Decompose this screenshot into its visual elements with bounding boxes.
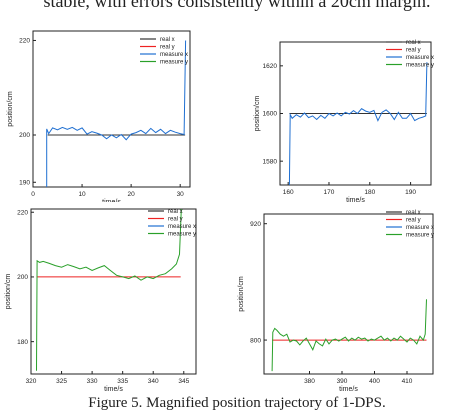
- x-tick-label: 340: [148, 378, 159, 385]
- y-tick-label: 200: [17, 274, 28, 281]
- y-axis-label: position/cm: [254, 96, 261, 132]
- legend-label: measure x: [168, 224, 196, 230]
- plot-frame: [263, 213, 434, 375]
- series-line-measure-x: [46, 40, 187, 187]
- chart-1: 0 10 20 30 190 200 220 time/s position/cm real x r…: [7, 30, 191, 202]
- legend-label: measure x: [406, 55, 434, 61]
- legend-label: real y: [406, 218, 421, 224]
- y-axis-label: position/cm: [238, 276, 245, 312]
- x-tick-label: 10: [78, 191, 86, 198]
- legend-label: real y: [406, 48, 421, 54]
- legend-label: measure y: [406, 63, 434, 69]
- chart-4: 380 390 400 410 800 920 time/s position/cm real …: [238, 210, 434, 393]
- legend-label: measure x: [160, 52, 188, 58]
- y-axis-label: position/cm: [5, 274, 12, 310]
- x-tick-label: 320: [26, 378, 37, 385]
- legend-label: real x: [406, 210, 421, 216]
- x-tick-label: 390: [337, 378, 348, 385]
- plot-frame: [30, 208, 197, 375]
- series-line-measure-y: [36, 208, 182, 371]
- x-tick-label: 345: [178, 378, 189, 385]
- y-tick-label: 920: [250, 221, 261, 228]
- chart-2: 160 170 180 190 1580 1600 1620 time/s position/c…: [254, 40, 434, 204]
- y-tick-label: 220: [17, 209, 28, 216]
- legend-label: measure y: [406, 233, 434, 239]
- y-tick-label: 1620: [263, 63, 278, 70]
- legend-label: measure y: [160, 60, 188, 66]
- y-tick-label: 220: [19, 38, 30, 45]
- y-tick-label: 200: [19, 132, 30, 139]
- x-tick-label: 180: [364, 189, 375, 196]
- x-axis-label: time/s: [104, 386, 123, 393]
- x-tick-label: 335: [117, 378, 128, 385]
- x-axis-label: time/s: [346, 197, 365, 204]
- y-tick-label: 190: [19, 179, 30, 186]
- x-tick-label: 170: [324, 189, 335, 196]
- series-line-measure-x: [288, 62, 428, 186]
- y-tick-label: 800: [250, 337, 261, 344]
- y-tick-label: 1580: [263, 158, 278, 165]
- x-tick-label: 400: [369, 378, 380, 385]
- x-tick-label: 410: [402, 378, 413, 385]
- legend-label: measure y: [168, 232, 196, 238]
- figure-caption: Figure 5. Magnified position trajectory …: [88, 395, 386, 411]
- y-tick-label: 180: [17, 339, 28, 346]
- legend-label: real x: [160, 37, 175, 43]
- x-tick-label: 20: [128, 191, 136, 198]
- legend-label: real x: [406, 40, 421, 46]
- y-axis-label: position/cm: [7, 91, 14, 127]
- x-axis-label: time/s: [102, 199, 121, 202]
- x-tick-label: 0: [31, 191, 35, 198]
- series-line-measure-y: [271, 299, 427, 372]
- y-tick-label: 1600: [263, 111, 278, 118]
- legend-label: real x: [168, 209, 183, 215]
- legend-label: real y: [160, 45, 175, 51]
- x-tick-label: 380: [304, 378, 315, 385]
- plot-frame: [32, 30, 191, 188]
- x-tick-label: 30: [177, 191, 185, 198]
- preceding-body-text: stable, with errors consistently within …: [43, 0, 431, 11]
- x-axis-label: time/s: [339, 386, 358, 393]
- legend-label: measure x: [406, 225, 434, 231]
- legend-label: real y: [168, 217, 183, 223]
- chart-3: 320 325 330 335 340 345 180 200 220 time/s positio…: [5, 208, 197, 393]
- x-tick-label: 325: [56, 378, 67, 385]
- x-tick-label: 190: [405, 189, 416, 196]
- x-tick-label: 160: [283, 189, 294, 196]
- x-tick-label: 330: [87, 378, 98, 385]
